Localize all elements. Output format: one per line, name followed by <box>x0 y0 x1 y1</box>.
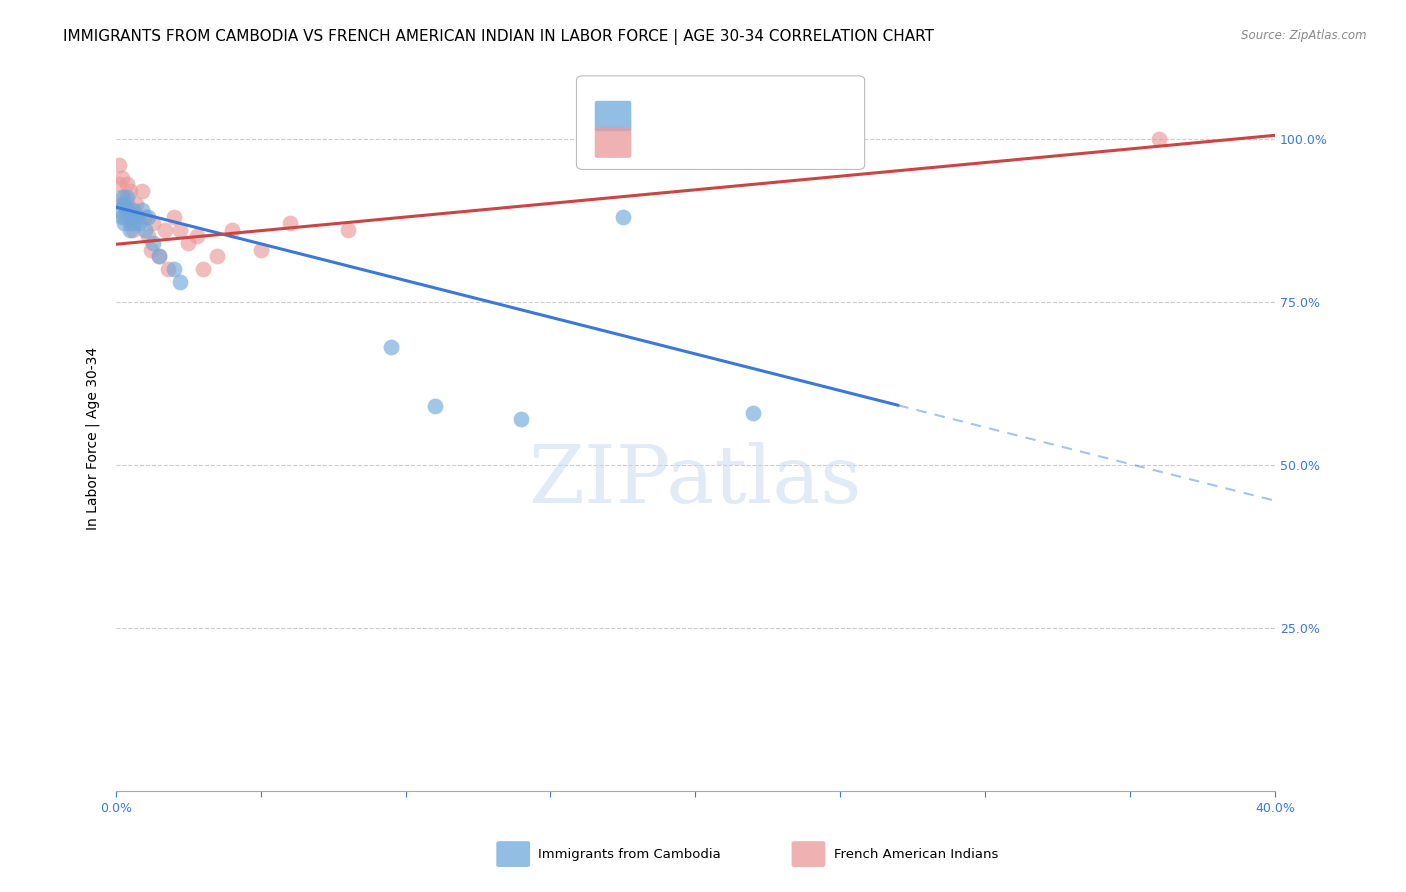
Text: R = -0.432   N = 25: R = -0.432 N = 25 <box>640 109 813 123</box>
Y-axis label: In Labor Force | Age 30-34: In Labor Force | Age 30-34 <box>86 347 100 531</box>
Point <box>120 210 142 224</box>
Point <box>107 203 129 218</box>
Point <box>117 197 139 211</box>
Point <box>120 184 142 198</box>
Point <box>163 210 186 224</box>
Point <box>148 249 170 263</box>
Point <box>114 210 136 224</box>
Point <box>221 223 243 237</box>
Point <box>110 197 132 211</box>
Point <box>134 223 156 237</box>
Point <box>125 197 148 211</box>
Point <box>186 229 208 244</box>
Point <box>125 210 148 224</box>
Point <box>380 340 402 354</box>
Point <box>110 190 132 204</box>
Point <box>134 210 156 224</box>
Point <box>131 184 153 198</box>
Point <box>742 406 765 420</box>
Point <box>136 210 159 224</box>
Point <box>612 210 634 224</box>
Text: IMMIGRANTS FROM CAMBODIA VS FRENCH AMERICAN INDIAN IN LABOR FORCE | AGE 30-34 CO: IMMIGRANTS FROM CAMBODIA VS FRENCH AMERI… <box>63 29 934 45</box>
Point <box>117 178 139 192</box>
Text: Immigrants from Cambodia: Immigrants from Cambodia <box>538 847 721 861</box>
Point <box>1147 131 1170 145</box>
Point <box>423 399 446 413</box>
Point <box>117 190 139 204</box>
Point <box>163 262 186 277</box>
Point <box>148 249 170 263</box>
Point <box>120 216 142 230</box>
Point <box>110 170 132 185</box>
Point <box>114 190 136 204</box>
Point <box>107 158 129 172</box>
Text: R =   0.391   N = 34: R = 0.391 N = 34 <box>640 136 823 150</box>
Point <box>510 412 533 426</box>
Point <box>114 216 136 230</box>
Point <box>131 203 153 218</box>
Point <box>205 249 228 263</box>
Point <box>128 216 150 230</box>
Point <box>107 178 129 192</box>
Point <box>336 223 359 237</box>
Point <box>177 235 200 250</box>
Point <box>153 223 176 237</box>
Point <box>110 210 132 224</box>
Point <box>120 203 142 218</box>
Point <box>169 275 191 289</box>
Point <box>142 216 165 230</box>
Point <box>114 197 136 211</box>
Point <box>122 223 145 237</box>
Text: Source: ZipAtlas.com: Source: ZipAtlas.com <box>1241 29 1367 42</box>
Point <box>142 235 165 250</box>
Point <box>122 216 145 230</box>
Point <box>249 243 271 257</box>
Text: ZIPatlas: ZIPatlas <box>529 442 862 520</box>
Point <box>120 223 142 237</box>
Point <box>156 262 179 277</box>
Point <box>139 243 162 257</box>
Point <box>136 229 159 244</box>
Text: French American Indians: French American Indians <box>834 847 998 861</box>
Point <box>169 223 191 237</box>
Point <box>191 262 214 277</box>
Point <box>128 210 150 224</box>
Point <box>278 216 301 230</box>
Point <box>117 203 139 218</box>
Point <box>122 203 145 218</box>
Point <box>122 210 145 224</box>
